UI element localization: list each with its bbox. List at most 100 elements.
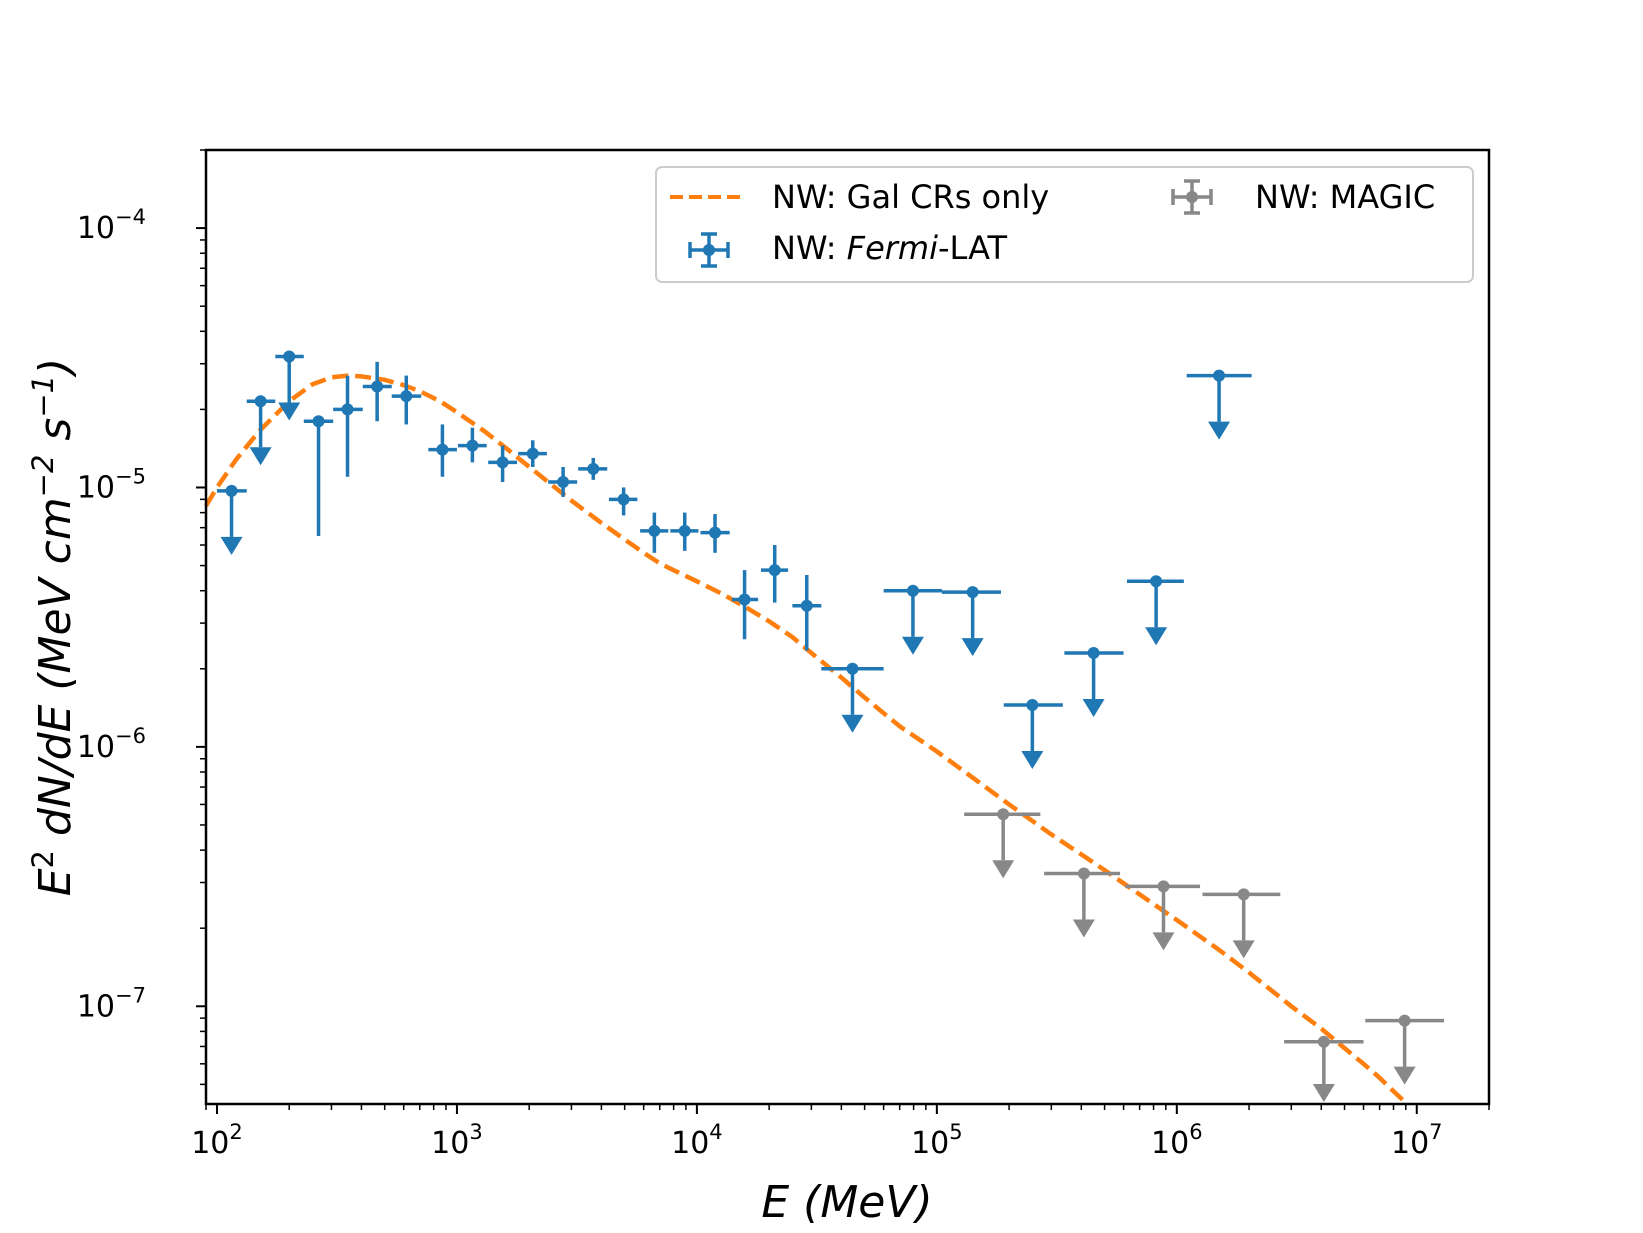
y-label-base: E (30, 868, 81, 896)
fermi-marker (466, 439, 479, 452)
x-tick-exp: 3 (469, 1120, 482, 1144)
fermi-marker (496, 456, 509, 469)
y-tick-exp: −6 (115, 724, 146, 748)
y-tick-exp: −7 (115, 983, 146, 1007)
y-tick-label: 10−7 (77, 983, 146, 1024)
fermi-ul-arrowhead (249, 447, 272, 466)
x-tick-exp: 4 (709, 1120, 722, 1144)
magic-ul-arrowhead (1393, 1066, 1416, 1085)
fermi-point (640, 512, 669, 553)
fermi-marker (1026, 699, 1039, 712)
fermi-point (1064, 647, 1124, 718)
fermi-point (1186, 369, 1252, 440)
fermi-point (1003, 699, 1063, 770)
fermi-point (578, 457, 608, 480)
magic-point (1202, 888, 1281, 959)
legend-fermi-swatch (688, 232, 730, 268)
fermi-point (883, 584, 942, 655)
y-tick-exp: −4 (115, 205, 146, 229)
x-tick-base: 10 (671, 1126, 709, 1161)
fermi-point (670, 512, 699, 551)
fermi-point (792, 574, 822, 651)
y-tick-base: 10 (77, 989, 115, 1024)
fermi-marker (768, 564, 781, 577)
magic-point (1044, 867, 1121, 938)
fermi-marker (1087, 647, 1100, 660)
fermi-marker (678, 524, 691, 537)
y-axis-ticks: 10−710−610−510−4 (77, 149, 206, 1086)
fermi-point (216, 484, 247, 555)
magic-point (1365, 1014, 1445, 1085)
legend-fermi-label-italic: Fermi (847, 229, 938, 267)
fermi-point (700, 514, 730, 553)
y-label-sup2: −2 (26, 455, 60, 498)
fermi-marker (1213, 369, 1226, 382)
fermi-marker (341, 403, 354, 416)
y-label-mid2: s (30, 418, 81, 455)
y-tick-label: 10−6 (77, 724, 146, 765)
x-tick-label: 105 (911, 1120, 963, 1161)
fermi-point (333, 375, 363, 477)
y-tick-label: 10−5 (77, 464, 146, 505)
y-tick-label: 10−4 (77, 205, 146, 246)
fermi-marker (225, 484, 238, 497)
fermi-ul-arrowhead (1021, 751, 1044, 770)
fermi-point (303, 415, 334, 537)
magic-marker (1398, 1014, 1411, 1027)
legend-fermi-label-post: -LAT (938, 229, 1008, 267)
x-tick-base: 10 (1151, 1126, 1189, 1161)
y-tick-exp: −5 (115, 464, 146, 488)
x-tick-label: 104 (671, 1120, 723, 1161)
x-tick-exp: 7 (1429, 1120, 1442, 1144)
x-tick-label: 106 (1151, 1120, 1203, 1161)
magic-point (1284, 1035, 1364, 1102)
fermi-ul-arrowhead (1145, 627, 1168, 646)
fermi-marker (648, 524, 661, 537)
x-tick-exp: 5 (949, 1120, 962, 1144)
fermi-marker (371, 380, 384, 393)
fermi-point (362, 361, 392, 422)
legend-box (655, 166, 1474, 283)
magic-marker (1317, 1035, 1330, 1048)
x-tick-label: 103 (431, 1120, 483, 1161)
fermi-points-layer (216, 350, 1252, 770)
fermi-point (488, 445, 518, 482)
legend-fermi-label: NW: Fermi-LAT (772, 229, 1007, 267)
fermi-marker (800, 599, 813, 612)
magic-ul-arrowhead (1312, 1084, 1335, 1102)
legend-magic-swatch (1171, 179, 1213, 215)
fermi-ul-arrowhead (841, 714, 864, 733)
fermi-point (941, 586, 1001, 657)
x-tick-exp: 6 (1189, 1120, 1202, 1144)
fermi-ul-arrowhead (961, 638, 984, 657)
fermi-point (1126, 575, 1184, 646)
fermi-point (428, 424, 457, 477)
fermi-marker (312, 415, 325, 428)
y-label-mid: dN/dE (MeV cm (30, 497, 81, 850)
magic-ul-arrowhead (992, 860, 1015, 879)
fermi-point (518, 440, 547, 467)
y-tick-base: 10 (77, 470, 115, 505)
magic-ul-arrowhead (1152, 932, 1175, 951)
plot-frame (204, 148, 1491, 1106)
magic-ul-arrowhead (1232, 940, 1255, 959)
fermi-marker (587, 462, 600, 475)
y-tick-base: 10 (77, 211, 115, 246)
fermi-point (608, 487, 638, 516)
fermi-point (731, 570, 759, 640)
y-axis-label: E2 dN/dE (MeV cm−2 s−1) (26, 358, 81, 897)
fermi-marker (557, 475, 570, 488)
magic-point (1125, 880, 1201, 951)
fermi-ul-arrowhead (901, 636, 924, 655)
magic-points-layer (964, 808, 1445, 1102)
magic-marker (1237, 888, 1250, 901)
fermi-marker (436, 443, 449, 456)
x-tick-exp: 2 (229, 1120, 242, 1144)
fermi-point (457, 427, 487, 463)
fermi-marker (709, 526, 722, 539)
x-tick-base: 10 (431, 1126, 469, 1161)
fermi-point (548, 466, 578, 497)
fermi-point (391, 375, 422, 425)
legend-fermi-label-pre: NW: (772, 229, 847, 267)
